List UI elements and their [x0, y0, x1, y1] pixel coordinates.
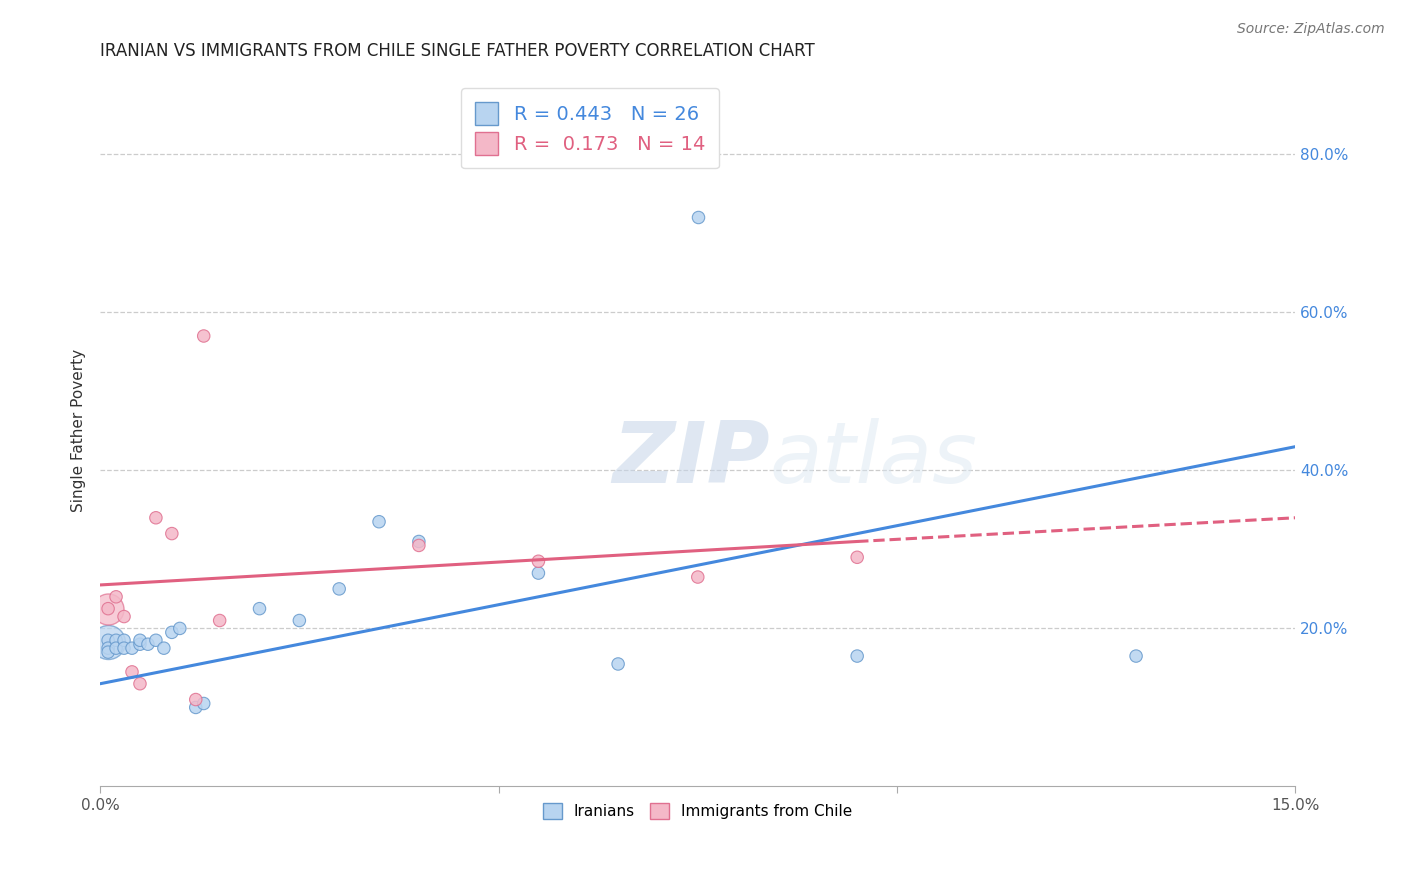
Point — [193, 329, 215, 343]
Point — [97, 641, 120, 656]
Point — [846, 649, 869, 664]
Point — [97, 645, 120, 659]
Point — [145, 510, 167, 524]
Point — [527, 566, 550, 580]
Point — [153, 641, 176, 656]
Point — [208, 614, 231, 628]
Point — [136, 637, 159, 651]
Point — [686, 211, 709, 225]
Point — [408, 538, 430, 552]
Point — [249, 601, 271, 615]
Point — [97, 635, 120, 649]
Point — [160, 625, 183, 640]
Point — [121, 641, 143, 656]
Point — [408, 534, 430, 549]
Legend: Iranians, Immigrants from Chile: Iranians, Immigrants from Chile — [537, 797, 858, 825]
Point — [105, 633, 128, 648]
Point — [129, 633, 152, 648]
Point — [97, 601, 120, 615]
Point — [1125, 649, 1147, 664]
Point — [121, 665, 143, 679]
Text: Source: ZipAtlas.com: Source: ZipAtlas.com — [1237, 22, 1385, 37]
Point — [169, 622, 191, 636]
Point — [112, 633, 135, 648]
Point — [129, 677, 152, 691]
Point — [184, 692, 207, 706]
Point — [105, 590, 128, 604]
Point — [846, 550, 869, 565]
Text: atlas: atlas — [769, 417, 977, 500]
Point — [288, 614, 311, 628]
Point — [686, 570, 709, 584]
Point — [607, 657, 630, 671]
Point — [145, 633, 167, 648]
Point — [97, 633, 120, 648]
Point — [129, 637, 152, 651]
Point — [368, 515, 391, 529]
Point — [193, 697, 215, 711]
Text: ZIP: ZIP — [612, 417, 769, 500]
Point — [105, 641, 128, 656]
Point — [97, 601, 120, 615]
Point — [527, 554, 550, 568]
Text: IRANIAN VS IMMIGRANTS FROM CHILE SINGLE FATHER POVERTY CORRELATION CHART: IRANIAN VS IMMIGRANTS FROM CHILE SINGLE … — [100, 42, 815, 60]
Point — [184, 700, 207, 714]
Point — [160, 526, 183, 541]
Y-axis label: Single Father Poverty: Single Father Poverty — [72, 350, 86, 512]
Point — [112, 641, 135, 656]
Point — [328, 582, 350, 596]
Point — [112, 609, 135, 624]
